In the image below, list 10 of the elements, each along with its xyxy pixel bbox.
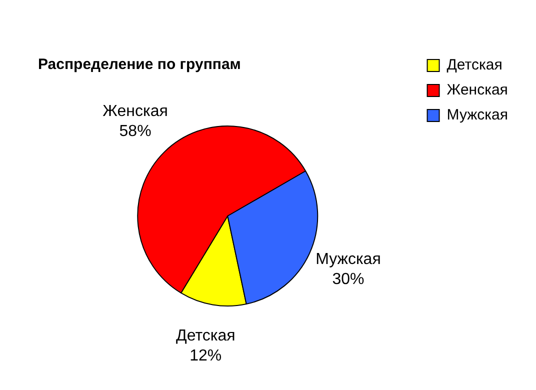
- data-label: 12%: [190, 348, 222, 365]
- legend-label: Детская: [446, 56, 502, 74]
- slice-label: Мужская: [316, 251, 381, 268]
- slice-label: Женская: [102, 103, 168, 120]
- chart-title: Распределение по группам: [38, 56, 241, 74]
- legend-label: Мужская: [446, 106, 508, 124]
- legend-label: Женская: [446, 82, 508, 99]
- data-label: 30%: [332, 271, 364, 288]
- slice-label: Детская: [176, 328, 236, 345]
- data-label: 58%: [119, 123, 152, 140]
